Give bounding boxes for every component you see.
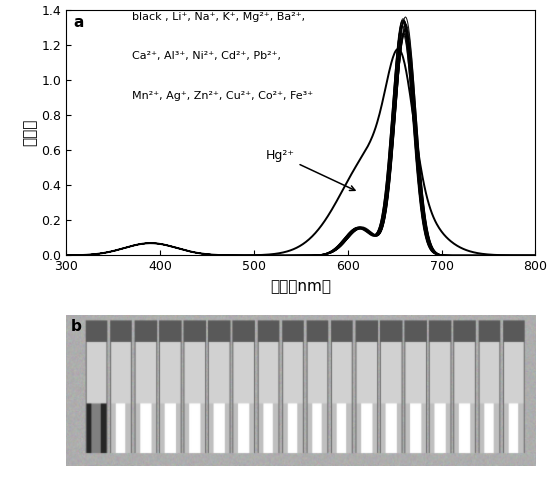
Text: b: b	[71, 320, 82, 335]
Text: black , Li⁺, Na⁺, K⁺, Mg²⁺, Ba²⁺,: black , Li⁺, Na⁺, K⁺, Mg²⁺, Ba²⁺,	[132, 12, 305, 22]
Text: Hg²⁺: Hg²⁺	[266, 149, 355, 191]
Text: Ca²⁺, Al³⁺, Ni²⁺, Cd²⁺, Pb²⁺,: Ca²⁺, Al³⁺, Ni²⁺, Cd²⁺, Pb²⁺,	[132, 51, 281, 61]
Y-axis label: 吸光度: 吸光度	[22, 119, 37, 146]
X-axis label: 波长（nm）: 波长（nm）	[270, 279, 331, 294]
Text: a: a	[73, 14, 84, 29]
Text: Mn²⁺, Ag⁺, Zn²⁺, Cu²⁺, Co²⁺, Fe³⁺: Mn²⁺, Ag⁺, Zn²⁺, Cu²⁺, Co²⁺, Fe³⁺	[132, 91, 313, 101]
